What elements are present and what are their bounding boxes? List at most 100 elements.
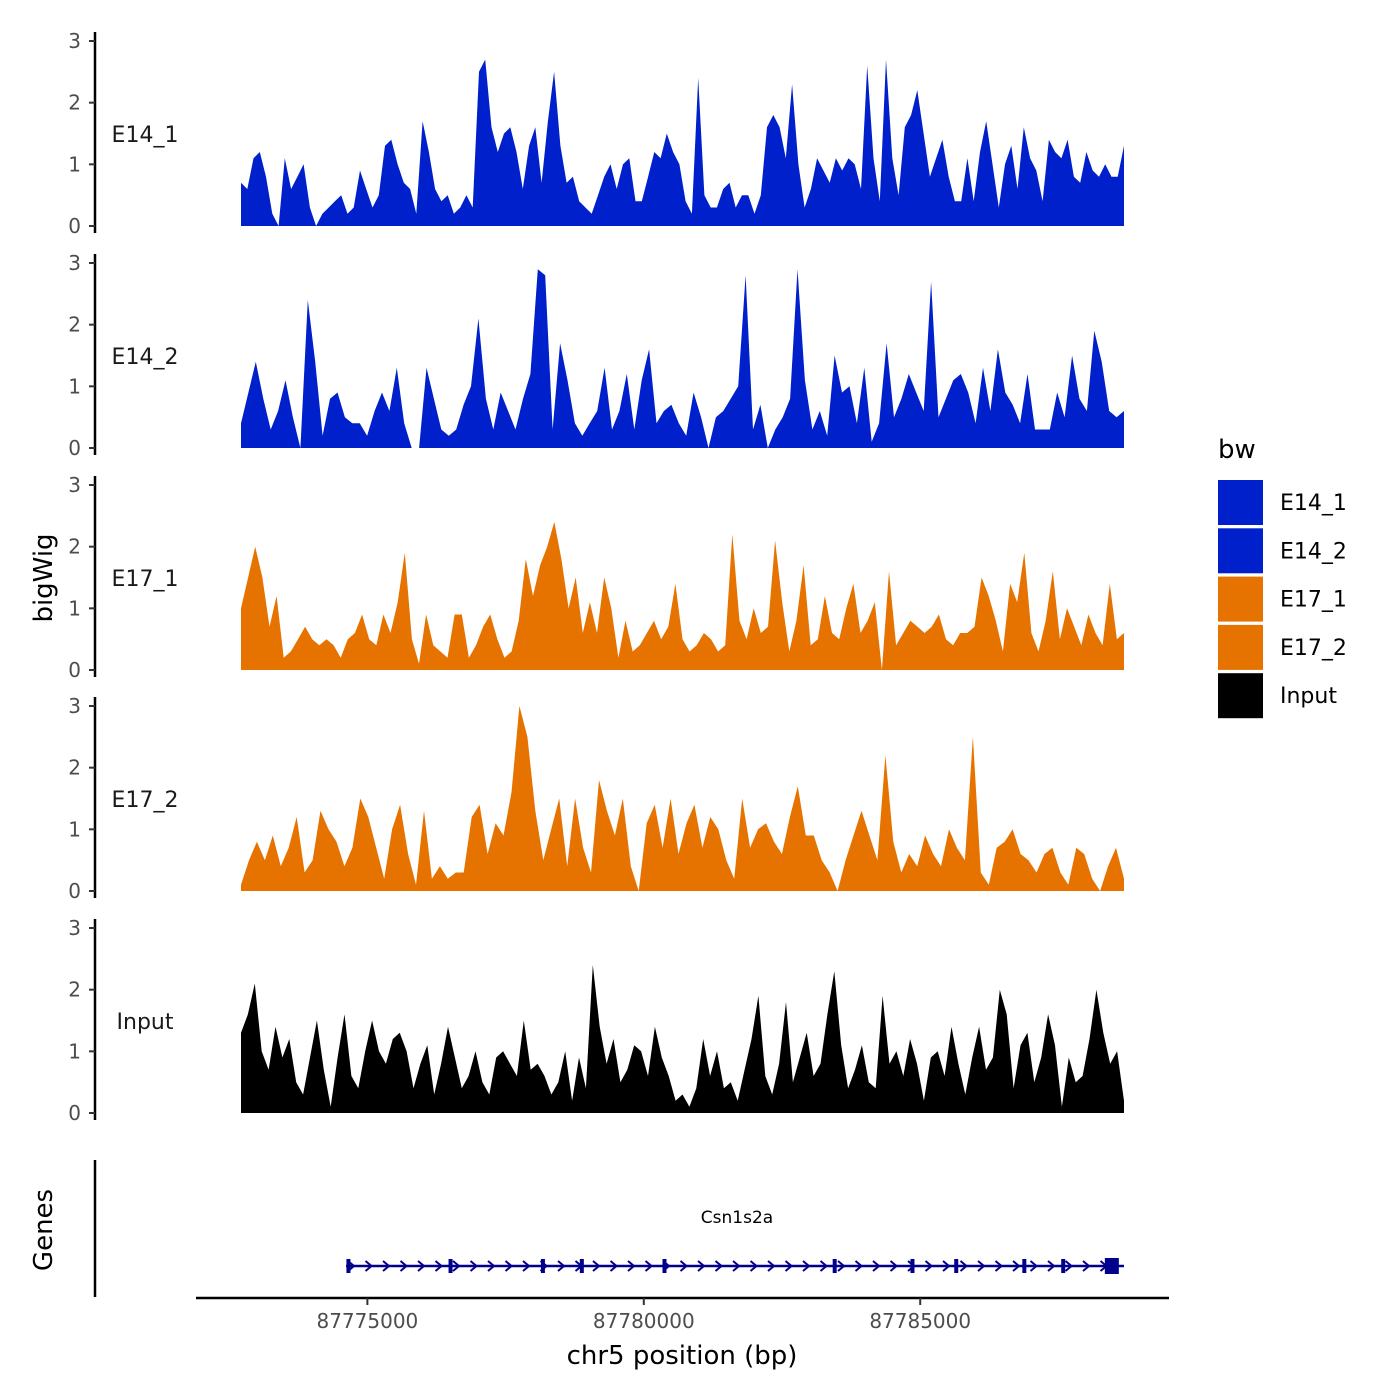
strand-chevron — [522, 1260, 531, 1272]
x-tick-label: 87775000 — [316, 1309, 418, 1333]
strand-chevron — [452, 1260, 461, 1272]
strand-chevron — [714, 1260, 724, 1272]
legend-swatch — [1218, 576, 1263, 622]
strand-chevron — [942, 1260, 951, 1272]
strand-chevron — [434, 1260, 444, 1272]
exon — [662, 1259, 667, 1273]
strand-chevron — [469, 1260, 479, 1272]
strand-chevron — [487, 1260, 496, 1272]
strand-chevron — [924, 1260, 934, 1272]
exon — [832, 1259, 837, 1273]
legend-swatch — [1218, 624, 1263, 670]
track-label: E14_1 — [112, 123, 179, 148]
strand-chevron — [854, 1260, 864, 1272]
legend-swatch — [1218, 480, 1263, 525]
strand-chevron — [417, 1260, 426, 1272]
exon — [448, 1259, 453, 1273]
strand-chevron — [784, 1260, 794, 1272]
y-tick-label: 3 — [68, 473, 81, 497]
strand-chevron — [819, 1260, 829, 1272]
exon — [346, 1259, 351, 1273]
legend: bw E14_1 E14_2 E17_1 E17_2 Input — [1218, 435, 1347, 719]
track-label: E17_2 — [112, 788, 179, 813]
strand-chevron — [802, 1260, 811, 1272]
y-tick-label: 3 — [68, 251, 81, 275]
y-tick-label: 1 — [68, 152, 81, 176]
strand-chevron — [872, 1260, 881, 1272]
track-E14_2: 0 1 2 3 E14_2 — [68, 251, 1124, 460]
y-tick-label: 1 — [68, 374, 81, 398]
y-tick-label: 2 — [68, 91, 81, 115]
strand-chevron — [959, 1260, 969, 1272]
legend-label: Input — [1280, 684, 1337, 709]
strand-chevron — [627, 1260, 636, 1272]
exon — [579, 1259, 584, 1273]
legend-swatch — [1218, 528, 1263, 574]
track-label: E17_1 — [112, 567, 179, 592]
strand-chevron — [977, 1260, 986, 1272]
strand-chevron — [767, 1260, 776, 1272]
y-axis-title: bigWig — [29, 533, 59, 622]
strand-chevron — [557, 1260, 566, 1272]
genes-axis-title: Genes — [29, 1189, 59, 1271]
y-tick-label: 0 — [68, 436, 81, 460]
y-tick-label: 3 — [68, 29, 81, 53]
exon — [1061, 1259, 1066, 1273]
y-tick-label: 1 — [68, 596, 81, 620]
track-E17_2: 0 1 2 3 E17_2 — [68, 694, 1124, 903]
coverage-tracks: 0 1 2 3 E14_1 0 1 2 3 E14_2 0 1 2 3 E17_1 0 1 2 3 E17_2 0 1 2 3… — [68, 29, 1124, 1125]
x-axis: 87775000 87780000 87785000 — [196, 1296, 1169, 1333]
strand-chevron — [504, 1260, 514, 1272]
strand-chevron — [1064, 1260, 1074, 1272]
strand-chevron — [399, 1260, 409, 1272]
strand-chevron — [1012, 1260, 1021, 1272]
strand-chevron — [837, 1260, 846, 1272]
strand-chevron — [364, 1260, 374, 1272]
legend-label: E14_1 — [1280, 491, 1347, 516]
y-tick-label: 2 — [68, 978, 81, 1002]
exon — [1104, 1258, 1119, 1274]
y-tick-label: 0 — [68, 214, 81, 238]
x-tick-label: 87780000 — [593, 1309, 695, 1333]
track-Input: 0 1 2 3 Input — [68, 916, 1124, 1125]
genes-panel: Csn1s2a — [93, 1160, 1124, 1297]
x-tick-label: 87785000 — [869, 1309, 971, 1333]
y-tick-label: 3 — [68, 916, 81, 940]
coverage-area-E14_1 — [241, 59, 1124, 226]
y-tick-label: 2 — [68, 756, 81, 780]
track-E14_1: 0 1 2 3 E14_1 — [68, 29, 1124, 238]
legend-title: bw — [1218, 435, 1256, 465]
strand-chevron — [679, 1260, 689, 1272]
track-label: Input — [117, 1010, 174, 1035]
y-tick-label: 2 — [68, 535, 81, 559]
exon — [1022, 1259, 1027, 1273]
strand-chevron — [644, 1260, 654, 1272]
legend-label: E17_2 — [1280, 636, 1347, 661]
strand-chevron — [732, 1260, 741, 1272]
track-label: E14_2 — [112, 345, 179, 370]
exon — [954, 1259, 959, 1273]
coverage-area-E17_2 — [241, 706, 1124, 891]
y-tick-label: 1 — [68, 1039, 81, 1063]
exon — [910, 1259, 915, 1273]
strand-chevron — [592, 1260, 601, 1272]
strand-chevron — [1029, 1260, 1039, 1272]
strand-chevron — [697, 1260, 706, 1272]
x-axis-title: chr5 position (bp) — [567, 1341, 798, 1371]
legend-swatch — [1218, 673, 1263, 719]
legend-label: E17_1 — [1280, 588, 1347, 613]
y-tick-label: 2 — [68, 313, 81, 337]
strand-chevron — [749, 1260, 759, 1272]
coverage-area-Input — [241, 965, 1124, 1113]
legend-label: E14_2 — [1280, 539, 1347, 564]
y-tick-label: 0 — [68, 1101, 81, 1125]
y-tick-label: 1 — [68, 817, 81, 841]
exon — [540, 1259, 545, 1273]
coverage-area-E17_1 — [241, 522, 1124, 670]
y-tick-label: 3 — [68, 694, 81, 718]
track-E17_1: 0 1 2 3 E17_1 — [68, 473, 1124, 682]
strand-chevron — [1047, 1260, 1056, 1272]
strand-chevron — [889, 1260, 899, 1272]
strand-chevron — [609, 1260, 619, 1272]
